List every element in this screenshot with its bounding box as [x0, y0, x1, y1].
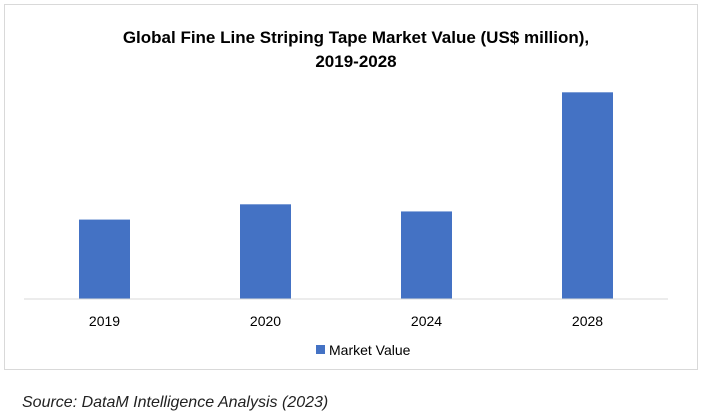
legend: Market Value: [316, 342, 411, 358]
source-note: Source: DataM Intelligence Analysis (202…: [22, 394, 329, 411]
chart-title: Global Fine Line Striping Tape Market Va…: [0, 26, 712, 74]
x-tick-label-2019: 2019: [89, 313, 120, 329]
bar-2019: [79, 219, 130, 299]
bars-group: [79, 92, 613, 300]
x-tick-labels: 2019 2020 2024 2028: [89, 313, 603, 329]
legend-swatch: [316, 345, 325, 354]
x-tick-label-2028: 2028: [572, 313, 603, 329]
chart-title-line-1: Global Fine Line Striping Tape Market Va…: [122, 28, 590, 47]
x-tick-label-2024: 2024: [411, 313, 442, 329]
legend-label: Market Value: [329, 342, 411, 358]
chart-title-line-2: 2019-2028: [315, 52, 397, 71]
bar-2024: [401, 211, 452, 299]
x-tick-label-2020: 2020: [250, 313, 281, 329]
bar-2020: [240, 204, 291, 299]
bar-2028: [562, 92, 613, 300]
